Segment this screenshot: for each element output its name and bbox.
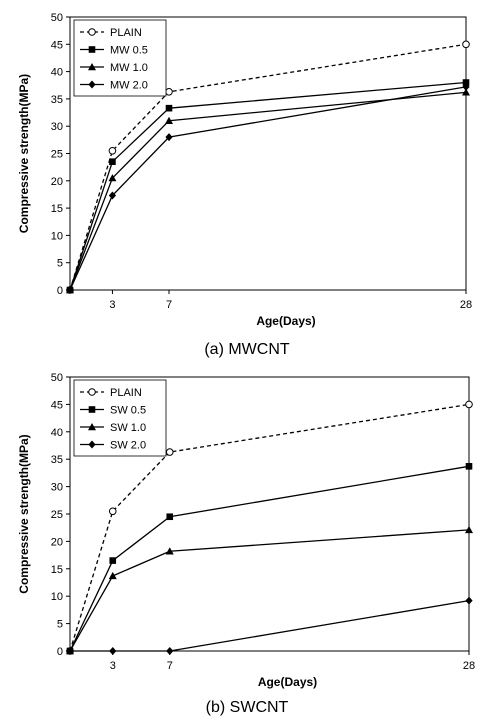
legend-label: SW 0.5 <box>110 405 146 417</box>
data-point <box>462 88 470 96</box>
data-point <box>108 174 117 182</box>
legend-marker <box>88 440 96 449</box>
legend: PLAIN MW 0.5 MW 1.0 MW 2.0 <box>73 19 167 97</box>
data-point <box>166 647 174 655</box>
legend-marker <box>88 406 96 413</box>
series-line <box>69 86 467 291</box>
data-point <box>462 79 470 86</box>
figure-caption: (b) SWCNT <box>206 699 289 716</box>
chart-b: 0 5 10 15 20 25 30 35 40 45 50 3 7 28 Age(Days) Compres… <box>17 372 475 716</box>
data-point <box>109 158 116 165</box>
data-point <box>462 40 470 49</box>
y-tick-label: 10 <box>51 591 63 603</box>
series-sw-2-0 <box>66 596 473 655</box>
data-point <box>66 286 74 294</box>
x-tick-label: 7 <box>166 299 172 311</box>
legend-marker <box>88 28 96 36</box>
data-point <box>108 571 117 580</box>
legend: PLAIN SW 0.5 SW 1.0 SW 2.0 <box>73 379 167 457</box>
legend-marker <box>88 80 96 89</box>
y-tick-label: 15 <box>51 564 63 576</box>
y-tick-label: 40 <box>51 67 63 79</box>
data-point <box>108 507 117 516</box>
data-point <box>465 400 473 409</box>
series-line <box>70 599 470 652</box>
y-tick-label: 15 <box>51 203 63 215</box>
y-tick-label: 0 <box>57 285 63 297</box>
x-axis-title: Age(Days) <box>258 675 317 689</box>
y-axis-title: Compressive strength(MPa) <box>17 74 31 233</box>
y-tick-label: 40 <box>51 427 63 439</box>
x-axis-title: Age(Days) <box>256 314 315 328</box>
data-point <box>165 116 173 124</box>
y-tick-label: 45 <box>51 39 63 51</box>
data-point <box>465 596 473 605</box>
series-mw-1-0 <box>66 88 470 294</box>
y-tick-label: 35 <box>51 94 63 106</box>
data-point <box>465 525 473 534</box>
x-tick-label: 28 <box>463 660 475 672</box>
x-tick-label: 3 <box>109 299 115 311</box>
legend-marker <box>88 63 96 71</box>
y-tick-label: 25 <box>51 149 63 161</box>
data-point <box>462 82 470 91</box>
data-point <box>108 191 117 200</box>
legend-label: SW 2.0 <box>110 440 146 452</box>
data-point <box>109 557 117 564</box>
series-line <box>69 465 470 652</box>
legend-marker <box>88 423 96 431</box>
chart-a: 0 5 10 15 20 25 30 35 40 45 50 3 7 28 Age(Days) Compres… <box>17 12 472 358</box>
series-mw-2-0 <box>66 82 470 294</box>
y-tick-label: 50 <box>51 12 63 24</box>
y-tick-label: 20 <box>51 176 63 188</box>
data-point <box>66 647 74 655</box>
y-tick-label: 30 <box>51 121 63 133</box>
y-tick-label: 30 <box>51 482 63 494</box>
y-tick-label: 10 <box>51 230 63 242</box>
y-tick-label: 25 <box>51 509 63 521</box>
data-point <box>108 146 117 155</box>
figure-caption: (a) MWCNT <box>204 341 290 358</box>
legend-marker <box>88 388 96 396</box>
y-axis-title: Compressive strength(MPa) <box>17 434 31 593</box>
y-tick-label: 50 <box>51 372 63 384</box>
x-tick-label: 28 <box>460 299 472 311</box>
y-tick-label: 5 <box>57 619 63 631</box>
y-tick-label: 20 <box>51 536 63 548</box>
legend-label: MW 1.0 <box>110 62 148 74</box>
series-line <box>69 91 467 291</box>
legend-label: PLAIN <box>110 27 142 39</box>
legend-label: SW 1.0 <box>110 422 146 434</box>
legend-label: MW 0.5 <box>110 45 148 57</box>
data-point <box>165 133 173 142</box>
series-sw-1-0 <box>66 525 473 655</box>
series-line <box>69 81 467 291</box>
x-tick-label: 7 <box>167 660 173 672</box>
series-line <box>69 529 470 652</box>
data-point <box>165 448 174 456</box>
y-tick-label: 35 <box>51 454 63 466</box>
data-point <box>165 547 174 555</box>
data-point <box>165 104 173 112</box>
data-point <box>109 647 117 655</box>
legend-label: PLAIN <box>110 387 142 399</box>
legend-label: MW 2.0 <box>110 80 148 92</box>
data-point <box>465 463 473 470</box>
y-tick-label: 5 <box>57 258 63 270</box>
data-point <box>166 513 174 521</box>
y-tick-label: 45 <box>51 399 63 411</box>
legend-marker <box>88 46 96 53</box>
series-line <box>69 43 467 291</box>
series-line <box>69 403 470 652</box>
series-sw-0-5 <box>66 463 473 655</box>
data-point <box>165 88 173 96</box>
x-tick-label: 3 <box>110 660 116 672</box>
y-tick-label: 0 <box>57 646 63 658</box>
